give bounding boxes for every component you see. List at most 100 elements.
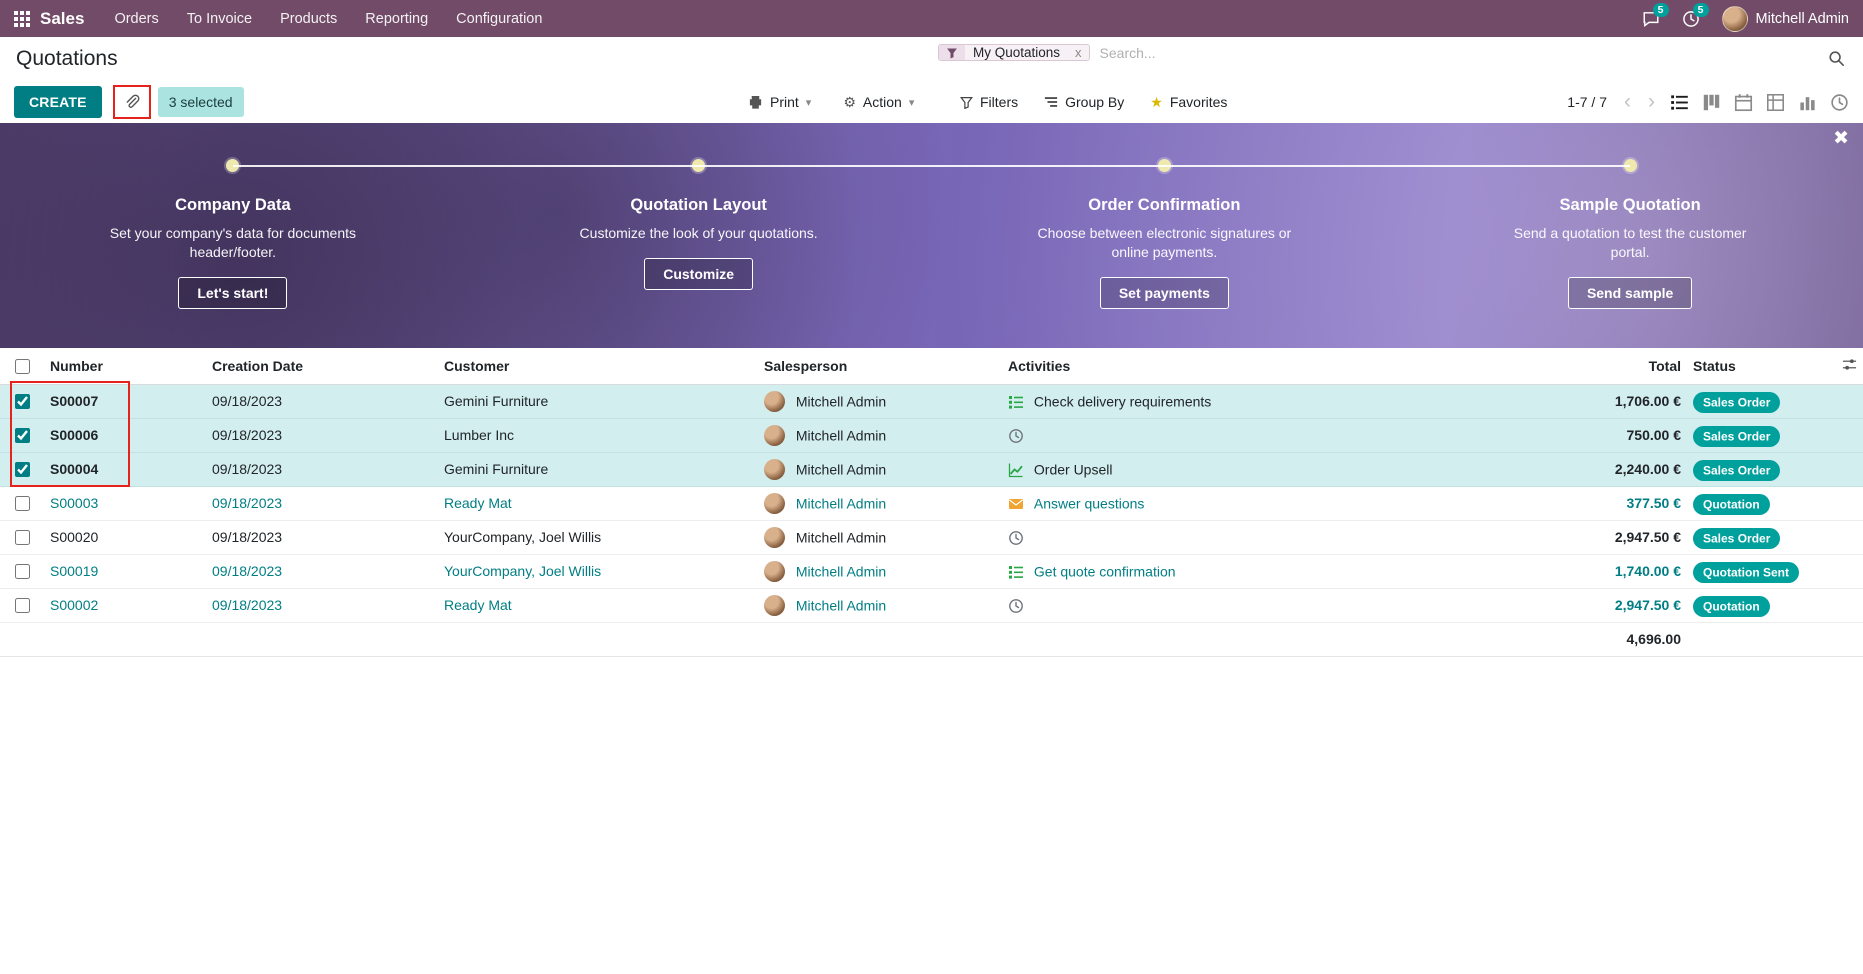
app-brand[interactable]: Sales <box>40 8 85 28</box>
column-header-creation-date[interactable]: Creation Date <box>206 348 438 385</box>
menu-products[interactable]: Products <box>280 10 338 27</box>
row-salesperson: Mitchell Admin <box>758 520 1002 555</box>
filters-button[interactable]: Filters <box>960 94 1018 111</box>
column-header-salesperson[interactable]: Salesperson <box>758 348 1002 385</box>
row-activities[interactable]: Answer questions <box>1002 486 1537 521</box>
status-badge: Quotation <box>1693 595 1770 617</box>
row-creation-date: 09/18/2023 <box>206 384 438 419</box>
row-activities[interactable] <box>1002 588 1537 623</box>
status-badge: Sales Order <box>1693 527 1781 549</box>
step-title: Quotation Layout <box>630 196 767 214</box>
row-activities[interactable]: Check delivery requirements <box>1002 384 1537 419</box>
select-all-checkbox[interactable] <box>14 359 30 375</box>
row-activities[interactable]: Order Upsell <box>1002 452 1537 487</box>
pivot-view-icon[interactable] <box>1766 93 1785 112</box>
row-number[interactable]: S00003 <box>44 486 206 521</box>
column-header-number[interactable]: Number <box>44 348 206 385</box>
set-payments-button[interactable]: Set payments <box>1099 276 1229 309</box>
row-number[interactable]: S00019 <box>44 554 206 589</box>
send-sample-button[interactable]: Send sample <box>1567 276 1693 309</box>
graph-view-icon[interactable] <box>1798 93 1817 112</box>
search-icon[interactable] <box>1828 50 1845 72</box>
banner-close-icon[interactable]: ✖ <box>1833 128 1849 149</box>
pager-next-icon[interactable]: › <box>1648 90 1655 113</box>
column-header-activities[interactable]: Activities <box>1002 348 1537 385</box>
row-number[interactable]: S00007 <box>44 384 206 419</box>
search-input[interactable]: Search... <box>1099 44 1156 61</box>
menu-orders[interactable]: Orders <box>114 10 159 27</box>
create-button[interactable]: CREATE <box>14 86 102 118</box>
table-row[interactable]: S00006 09/18/2023 Lumber Inc Mitchell Ad… <box>0 418 1863 453</box>
table-footer-row: 4,696.00 <box>0 622 1863 657</box>
menu-to-invoice[interactable]: To Invoice <box>186 10 253 27</box>
step-dot <box>1623 159 1637 172</box>
table-row[interactable]: S00007 09/18/2023 Gemini Furniture Mitch… <box>0 384 1863 419</box>
column-header-total[interactable]: Total <box>1537 348 1687 385</box>
table-row[interactable]: S00003 09/18/2023 Ready Mat Mitchell Adm… <box>0 486 1863 521</box>
row-total: 750.00 € <box>1537 418 1687 453</box>
row-checkbox[interactable] <box>14 428 30 444</box>
row-customer: Gemini Furniture <box>438 452 758 487</box>
table-row[interactable]: S00004 09/18/2023 Gemini Furniture Mitch… <box>0 452 1863 487</box>
row-activities[interactable]: Get quote confirmation <box>1002 554 1537 589</box>
facet-remove-icon[interactable]: x <box>1068 45 1089 60</box>
favorites-button[interactable]: ★ Favorites <box>1150 93 1228 111</box>
print-button[interactable]: Print ▾ <box>748 94 811 111</box>
row-checkbox[interactable] <box>14 394 30 410</box>
pager-previous-icon[interactable]: ‹ <box>1624 90 1631 113</box>
action-button[interactable]: ⚙ Action ▾ <box>843 93 915 111</box>
search-facet[interactable]: My Quotations x <box>938 44 1090 61</box>
salesperson-name: Mitchell Admin <box>795 529 887 545</box>
activity-view-icon[interactable] <box>1830 93 1849 112</box>
row-number[interactable]: S00002 <box>44 588 206 623</box>
table-row[interactable]: S00002 09/18/2023 Ready Mat Mitchell Adm… <box>0 588 1863 623</box>
table-row[interactable]: S00019 09/18/2023 YourCompany, Joel Will… <box>0 554 1863 589</box>
column-header-status[interactable]: Status <box>1687 348 1817 385</box>
quotation-rows: S00007 09/18/2023 Gemini Furniture Mitch… <box>0 384 1863 623</box>
row-salesperson: Mitchell Admin <box>758 384 1002 419</box>
group-by-button[interactable]: Group By <box>1044 94 1124 111</box>
messages-icon[interactable]: 5 <box>1642 2 1669 28</box>
onboarding-step-sample-quotation: Sample Quotation Send a quotation to tes… <box>1397 159 1863 309</box>
search-bar[interactable]: My Quotations x Search... <box>938 44 1156 61</box>
pager: 1-7 / 7 <box>1567 94 1607 110</box>
row-number[interactable]: S00020 <box>44 520 206 555</box>
row-activities[interactable] <box>1002 418 1537 453</box>
row-checkbox[interactable] <box>14 530 30 546</box>
salesperson-avatar <box>764 560 785 582</box>
salesperson-name: Mitchell Admin <box>795 393 887 409</box>
menu-reporting[interactable]: Reporting <box>365 10 429 27</box>
apps-grid-icon[interactable] <box>14 10 30 27</box>
user-menu[interactable]: Mitchell Admin <box>1721 5 1849 32</box>
row-activities[interactable] <box>1002 520 1537 555</box>
row-checkbox[interactable] <box>14 598 30 614</box>
row-number[interactable]: S00006 <box>44 418 206 453</box>
list-view-icon[interactable] <box>1670 93 1689 112</box>
optional-columns-icon[interactable] <box>1842 357 1857 372</box>
column-header-customer[interactable]: Customer <box>438 348 758 385</box>
activities-icon[interactable]: 5 <box>1682 2 1709 28</box>
row-customer: YourCompany, Joel Willis <box>438 554 758 589</box>
tasks-icon <box>1008 394 1024 410</box>
lets-start-button[interactable]: Let's start! <box>178 276 288 309</box>
kanban-view-icon[interactable] <box>1702 93 1721 112</box>
row-checkbox[interactable] <box>14 496 30 512</box>
row-checkbox[interactable] <box>14 564 30 580</box>
customize-button[interactable]: Customize <box>644 257 754 290</box>
row-checkbox[interactable] <box>14 462 30 478</box>
row-creation-date: 09/18/2023 <box>206 554 438 589</box>
table-row[interactable]: S00020 09/18/2023 YourCompany, Joel Will… <box>0 520 1863 555</box>
star-icon: ★ <box>1150 93 1163 110</box>
salesperson-name: Mitchell Admin <box>795 461 887 477</box>
quotations-table: Number Creation Date Customer Salesperso… <box>0 348 1863 657</box>
clock-icon <box>1008 530 1024 546</box>
salesperson-avatar <box>764 390 785 412</box>
row-creation-date: 09/18/2023 <box>206 520 438 555</box>
menu-configuration[interactable]: Configuration <box>456 10 543 27</box>
calendar-view-icon[interactable] <box>1734 93 1753 112</box>
activity-label: Answer questions <box>1033 495 1145 512</box>
row-number[interactable]: S00004 <box>44 452 206 487</box>
row-customer: Ready Mat <box>438 588 758 623</box>
attachment-button[interactable] <box>115 88 148 116</box>
row-salesperson: Mitchell Admin <box>758 452 1002 487</box>
